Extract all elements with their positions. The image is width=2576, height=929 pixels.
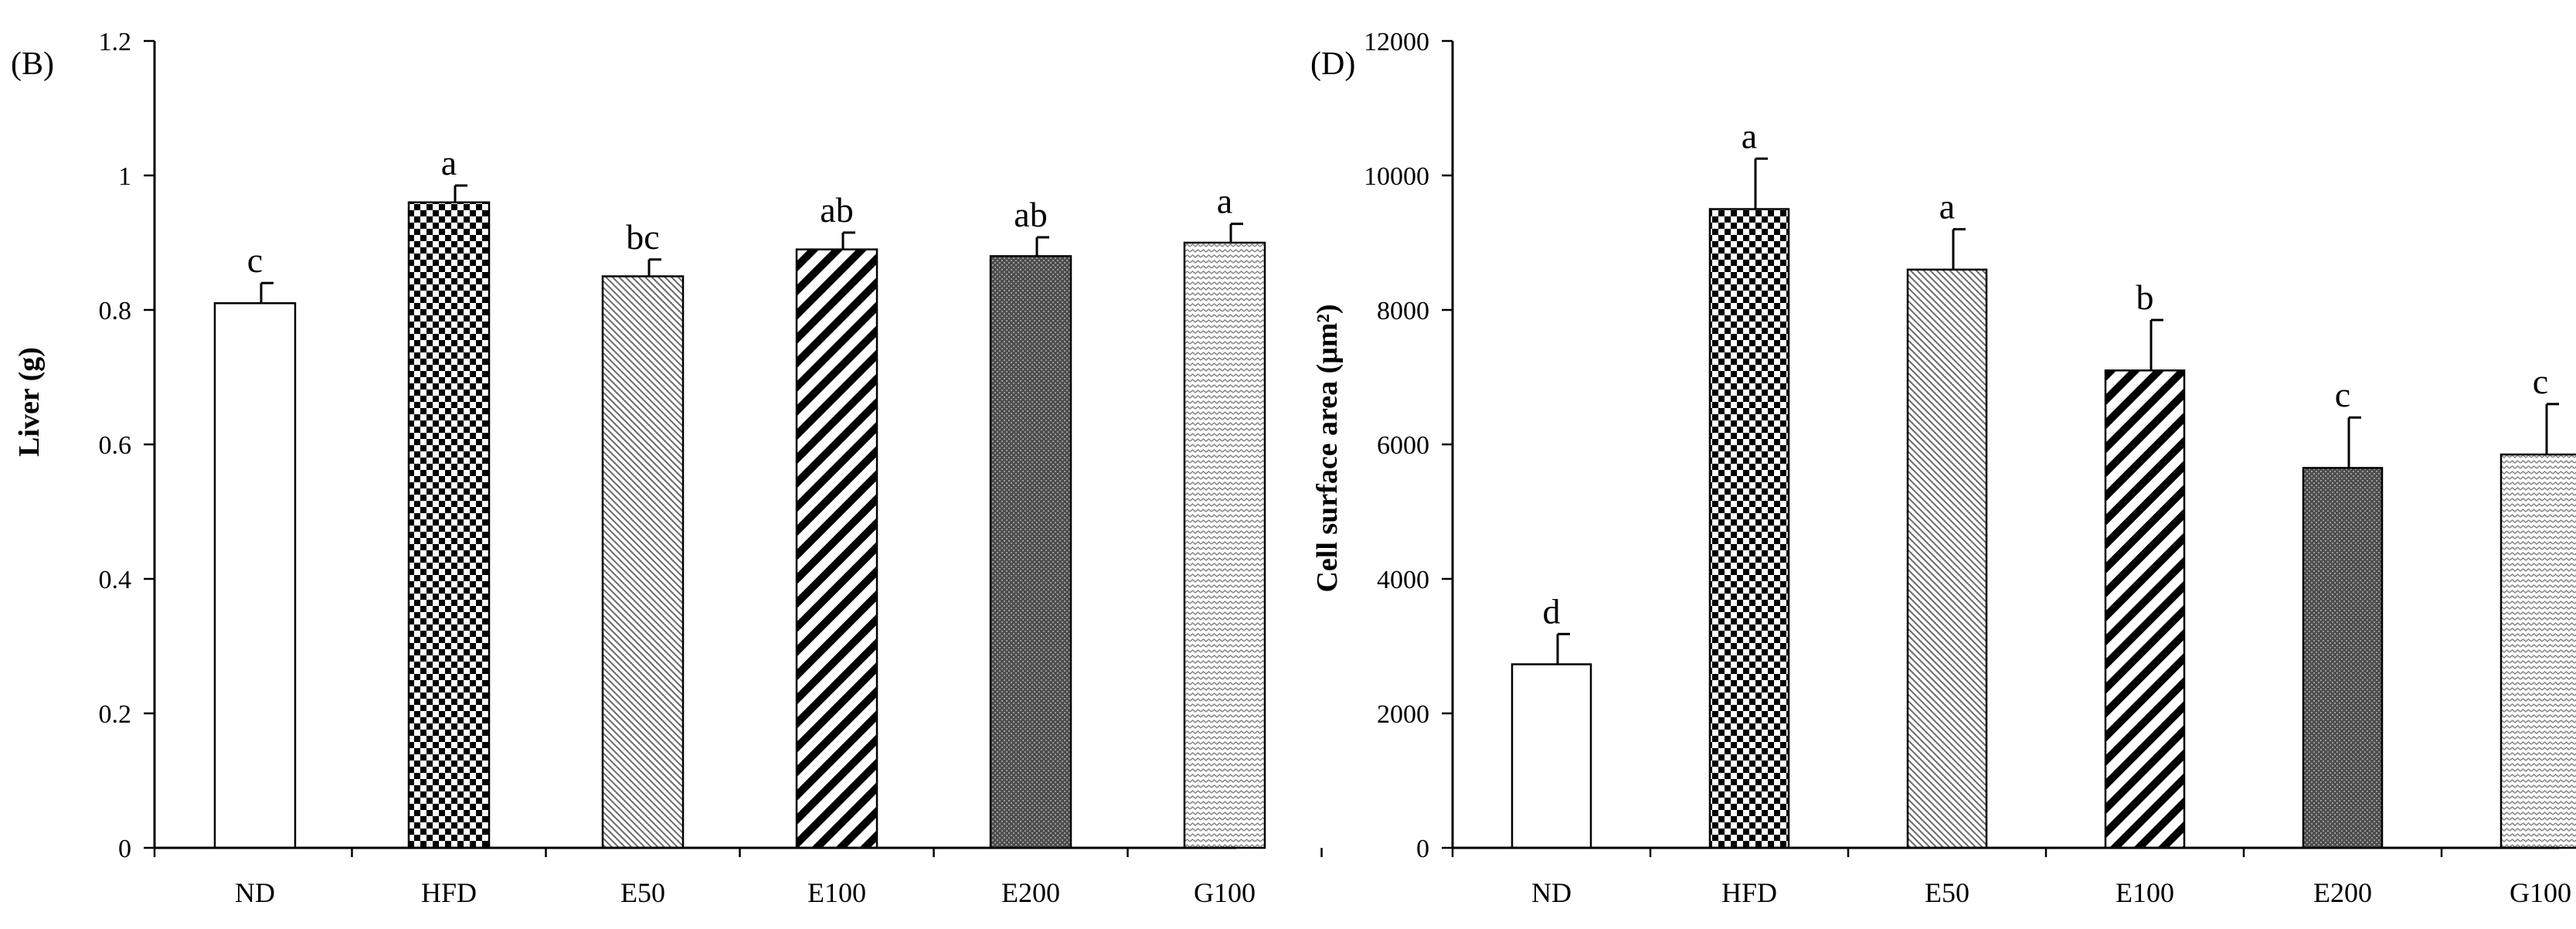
bar-e200: [989, 255, 1072, 849]
x-tick-label-e100: E100: [2116, 877, 2174, 908]
y-axis-label: Cell surface area (μm²): [1311, 304, 1344, 592]
y-tick-label: 0.2: [99, 700, 132, 729]
x-tick-label-hfd: HFD: [1721, 877, 1777, 908]
y-tick-label: 1: [118, 162, 131, 191]
y-axis-label: Liver (g): [13, 347, 46, 457]
significance-label-g100: c: [2533, 362, 2548, 401]
x-tick-label-g100: G100: [2510, 877, 2571, 908]
panel-label: (D): [1310, 46, 1355, 82]
bar-e100: [795, 248, 878, 849]
y-tick-label: 8000: [1377, 297, 1429, 325]
significance-label-e50: bc: [626, 217, 659, 257]
chart-panel-1: (B) Liver (g) c ND a HFD bc E50 ab E100 ab E200 a G10…: [11, 28, 1323, 908]
chart-panel-2: (D) Cell surface area (μm²) d ND a HFD a E50 b E1…: [1310, 28, 2576, 908]
significance-label-nd: c: [247, 240, 263, 280]
bar-nd: [213, 302, 297, 849]
significance-label-g100: a: [1217, 182, 1232, 221]
y-tick-label: 10000: [1364, 162, 1429, 191]
significance-label-e100: ab: [820, 190, 853, 230]
y-tick-label: 1.2: [99, 28, 132, 56]
x-tick-label-e200: E200: [1001, 877, 1060, 908]
x-tick-label-e50: E50: [620, 877, 665, 908]
significance-label-hfd: a: [1742, 116, 1757, 155]
bar-nd: [1511, 663, 1592, 849]
y-tick-label: 2000: [1377, 700, 1429, 729]
x-tick-label-e200: E200: [2313, 877, 2372, 908]
panel-label: (B): [11, 46, 54, 82]
significance-label-nd: d: [1543, 591, 1561, 631]
y-tick-label: 4000: [1377, 566, 1429, 594]
y-tick-label: 0: [118, 835, 131, 863]
y-tick-label: 12000: [1364, 28, 1429, 56]
bar-e50: [1906, 268, 1988, 849]
significance-label-e50: a: [1939, 187, 1955, 226]
y-tick-label: 0.8: [99, 297, 132, 325]
charts: (B)Liver (g)cNDaHFDbcE50abE100abE200aG10…: [11, 28, 2576, 908]
x-tick-label-e100: E100: [807, 877, 866, 908]
significance-label-e100: b: [2136, 277, 2154, 317]
x-tick-label-g100: G100: [1194, 877, 1256, 908]
y-tick-label: 0.4: [99, 566, 132, 594]
x-tick-label-nd: ND: [1531, 877, 1572, 908]
bar-e50: [601, 275, 685, 849]
significance-label-e200: c: [2335, 375, 2350, 414]
x-tick-label-hfd: HFD: [421, 877, 477, 908]
x-tick-label-nd: ND: [235, 877, 275, 908]
bar-g100: [2500, 453, 2576, 849]
bar-e100: [2104, 369, 2186, 849]
x-tick-label-e50: E50: [1925, 877, 1969, 908]
significance-label-e200: ab: [1014, 195, 1047, 234]
bar-g100: [1183, 241, 1266, 849]
y-tick-label: 0: [1416, 835, 1429, 863]
bar-e200: [2302, 467, 2384, 849]
y-tick-label: 0.6: [99, 431, 132, 460]
bar-hfd: [407, 201, 491, 849]
y-tick-label: 6000: [1377, 431, 1429, 460]
bar-hfd: [1708, 208, 1790, 849]
significance-label-hfd: a: [441, 143, 457, 182]
